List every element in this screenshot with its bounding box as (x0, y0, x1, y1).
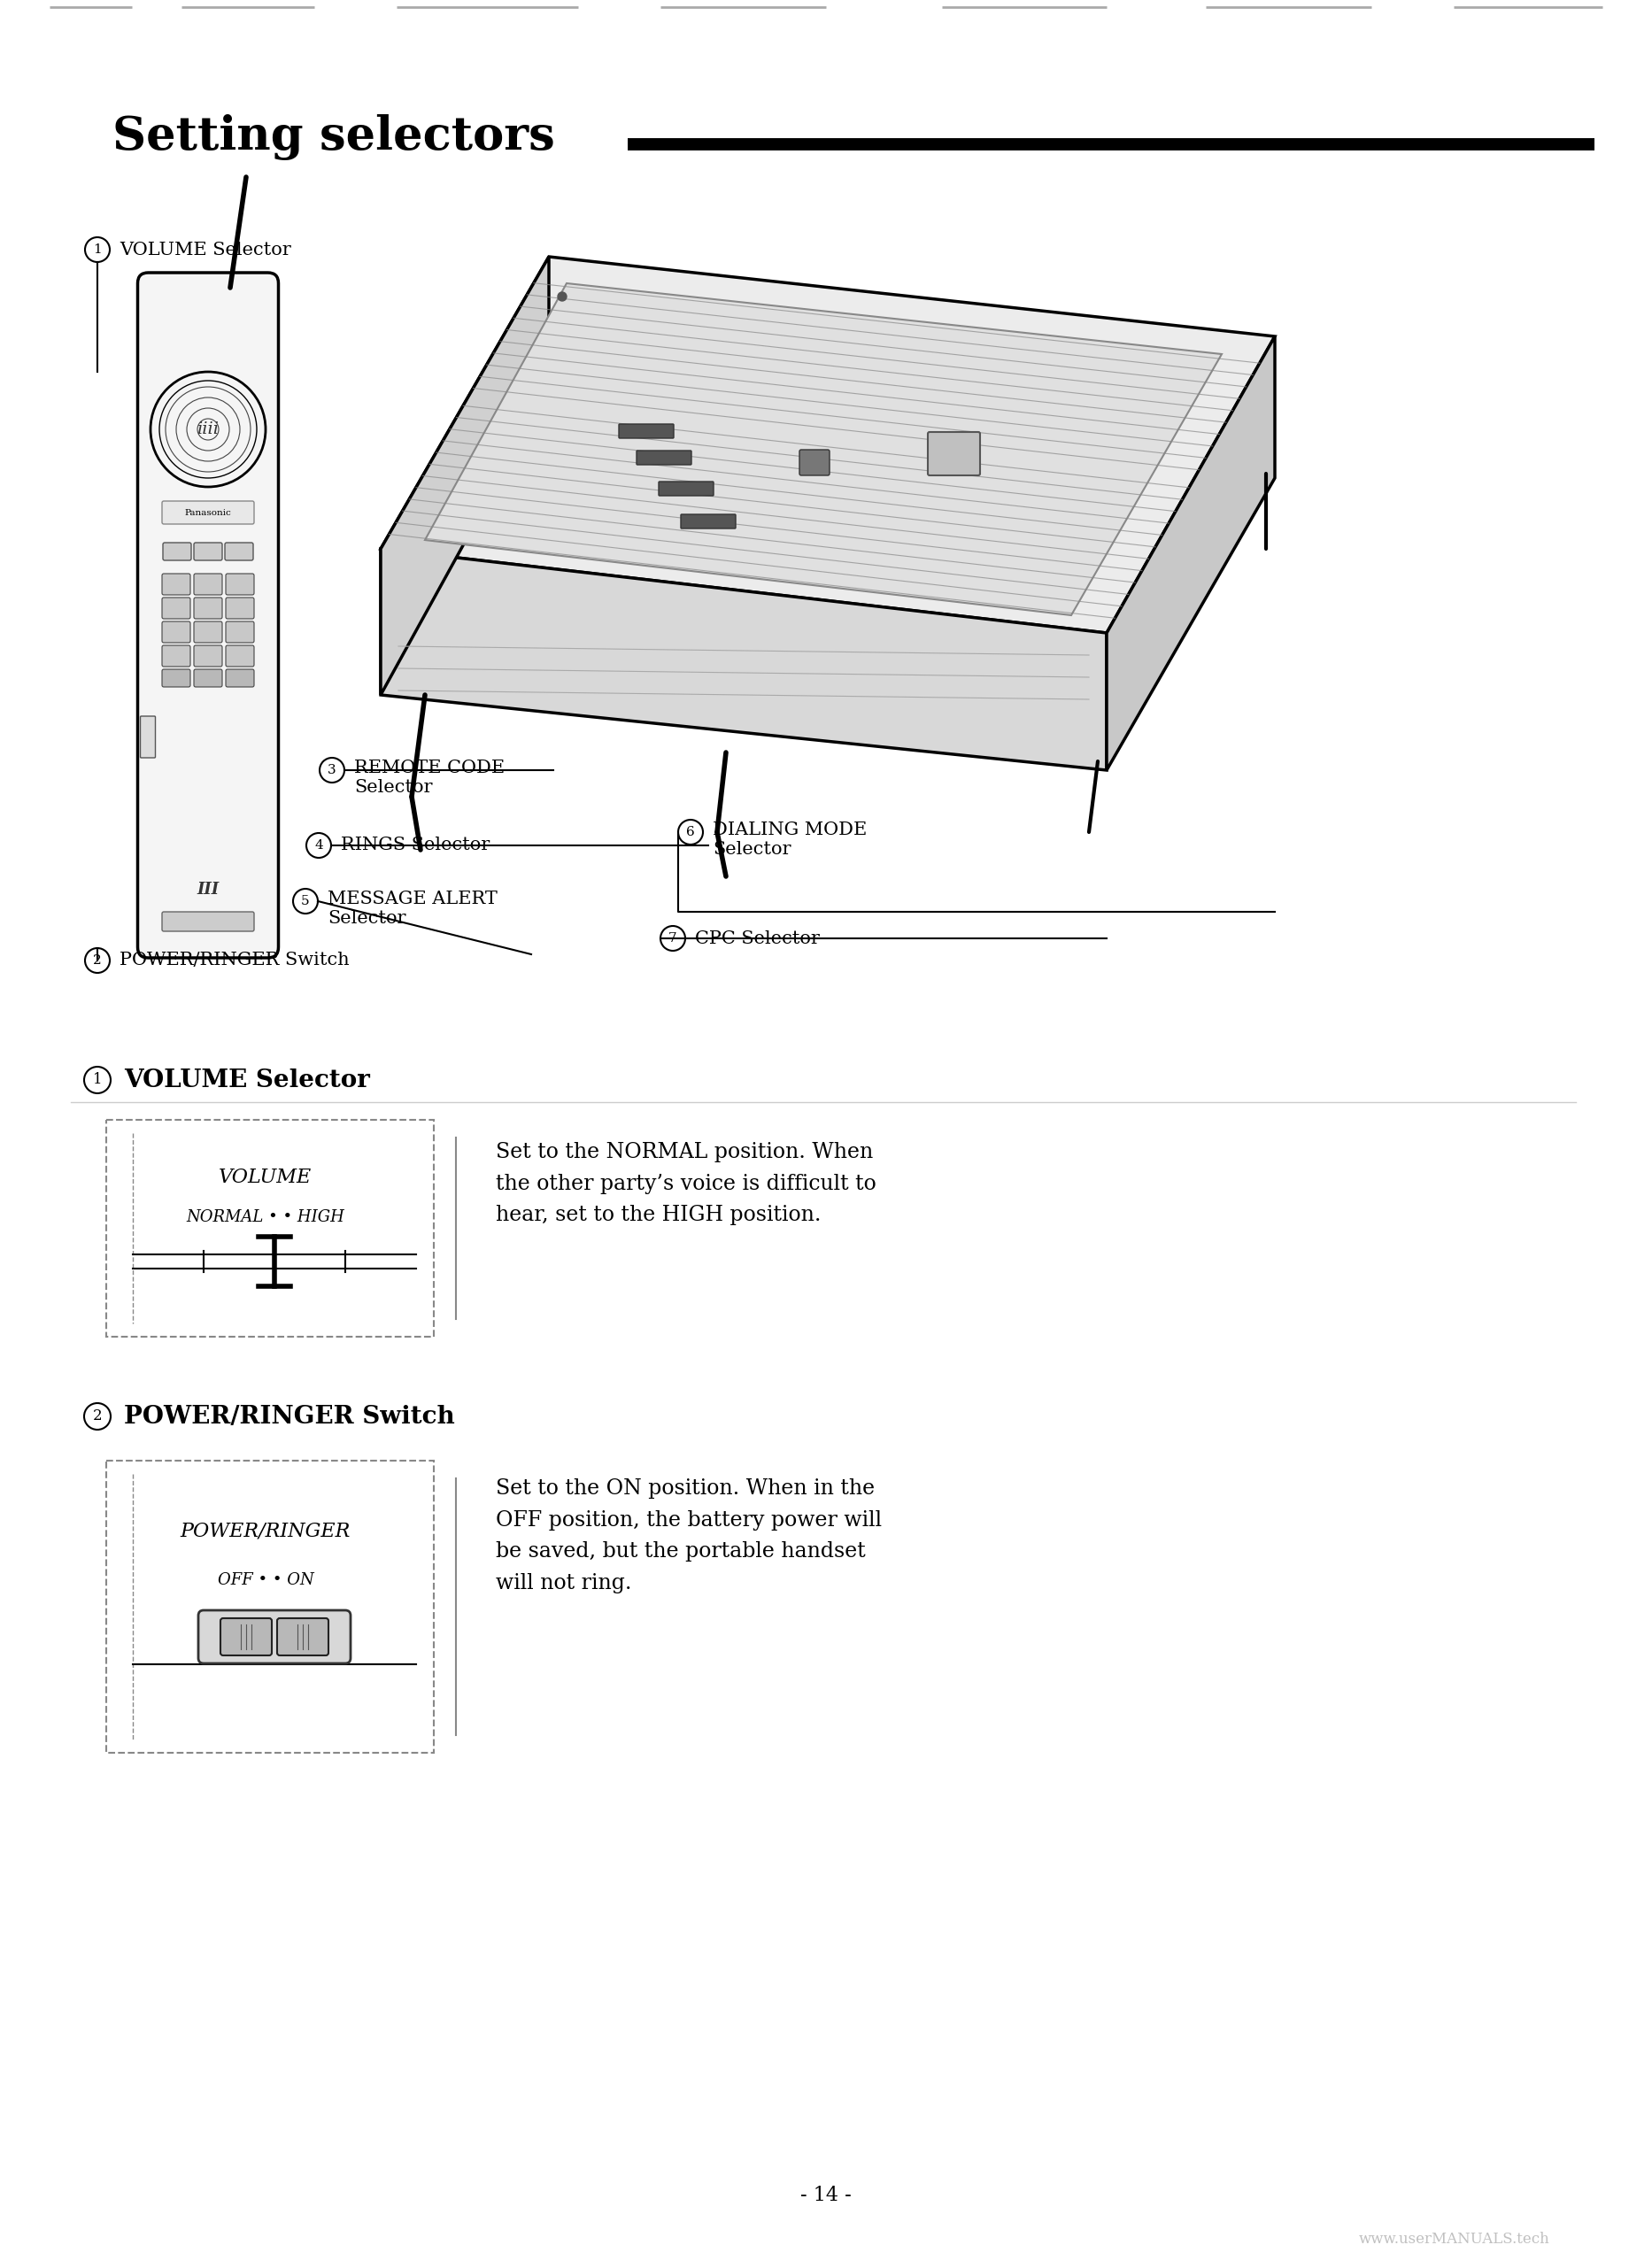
FancyBboxPatch shape (106, 1461, 434, 1753)
Text: 2: 2 (93, 955, 102, 966)
Text: NORMAL • • HIGH: NORMAL • • HIGH (187, 1209, 345, 1225)
Text: VOLUME Selector: VOLUME Selector (124, 1068, 370, 1091)
FancyBboxPatch shape (193, 646, 223, 667)
FancyBboxPatch shape (681, 515, 735, 528)
Text: VOLUME Selector: VOLUME Selector (119, 240, 291, 259)
FancyBboxPatch shape (226, 621, 254, 642)
Text: - 14 -: - 14 - (801, 2186, 851, 2204)
FancyBboxPatch shape (225, 542, 253, 560)
Text: OFF • • ON: OFF • • ON (218, 1572, 314, 1588)
FancyBboxPatch shape (278, 1619, 329, 1656)
FancyBboxPatch shape (193, 574, 223, 594)
Text: 2: 2 (93, 1408, 102, 1424)
FancyBboxPatch shape (162, 621, 190, 642)
Text: Set to the ON position. When in the
OFF position, the battery power will
be save: Set to the ON position. When in the OFF … (496, 1479, 882, 1592)
Text: DIALING MODE
Selector: DIALING MODE Selector (712, 821, 867, 857)
FancyBboxPatch shape (636, 451, 692, 465)
Text: POWER/RINGER Switch: POWER/RINGER Switch (124, 1404, 454, 1429)
Polygon shape (380, 256, 1275, 633)
FancyBboxPatch shape (226, 646, 254, 667)
Text: CPC Selector: CPC Selector (695, 930, 819, 946)
Text: VOLUME: VOLUME (220, 1168, 312, 1186)
FancyBboxPatch shape (800, 449, 829, 476)
FancyBboxPatch shape (162, 646, 190, 667)
FancyBboxPatch shape (620, 424, 674, 438)
Polygon shape (1107, 336, 1275, 771)
Text: 3: 3 (327, 764, 337, 776)
Text: iiii: iiii (197, 422, 220, 438)
FancyBboxPatch shape (193, 669, 223, 687)
FancyBboxPatch shape (164, 542, 192, 560)
FancyBboxPatch shape (106, 1120, 434, 1336)
Text: POWER/RINGER: POWER/RINGER (180, 1522, 350, 1542)
FancyBboxPatch shape (193, 542, 223, 560)
Text: www.userMANUALS.tech: www.userMANUALS.tech (1358, 2232, 1550, 2248)
FancyBboxPatch shape (226, 596, 254, 619)
Text: 5: 5 (301, 896, 309, 907)
Text: 1: 1 (93, 1073, 102, 1089)
Text: MESSAGE ALERT
Selector: MESSAGE ALERT Selector (327, 891, 497, 928)
Text: III: III (197, 882, 220, 898)
Polygon shape (425, 284, 1222, 615)
FancyBboxPatch shape (162, 912, 254, 932)
Text: 4: 4 (314, 839, 324, 850)
FancyBboxPatch shape (226, 574, 254, 594)
FancyBboxPatch shape (659, 481, 714, 497)
Text: 7: 7 (669, 932, 677, 943)
FancyBboxPatch shape (162, 501, 254, 524)
FancyBboxPatch shape (140, 717, 155, 758)
FancyBboxPatch shape (162, 574, 190, 594)
FancyBboxPatch shape (137, 272, 279, 957)
FancyBboxPatch shape (193, 596, 223, 619)
Circle shape (558, 293, 567, 302)
Polygon shape (380, 256, 548, 694)
FancyBboxPatch shape (162, 596, 190, 619)
Polygon shape (380, 549, 1107, 771)
Text: 1: 1 (93, 243, 102, 256)
Text: POWER/RINGER Switch: POWER/RINGER Switch (119, 953, 349, 968)
FancyBboxPatch shape (226, 669, 254, 687)
FancyBboxPatch shape (220, 1619, 273, 1656)
FancyBboxPatch shape (193, 621, 223, 642)
Text: REMOTE CODE
Selector: REMOTE CODE Selector (354, 760, 506, 796)
Text: 6: 6 (686, 826, 695, 839)
Text: Panasonic: Panasonic (185, 508, 231, 517)
FancyBboxPatch shape (198, 1610, 350, 1662)
Text: RINGS Selector: RINGS Selector (340, 837, 489, 853)
Text: Setting selectors: Setting selectors (112, 113, 555, 161)
Text: Set to the NORMAL position. When
the other party’s voice is difficult to
hear, s: Set to the NORMAL position. When the oth… (496, 1143, 876, 1225)
FancyBboxPatch shape (162, 669, 190, 687)
FancyBboxPatch shape (928, 431, 980, 476)
